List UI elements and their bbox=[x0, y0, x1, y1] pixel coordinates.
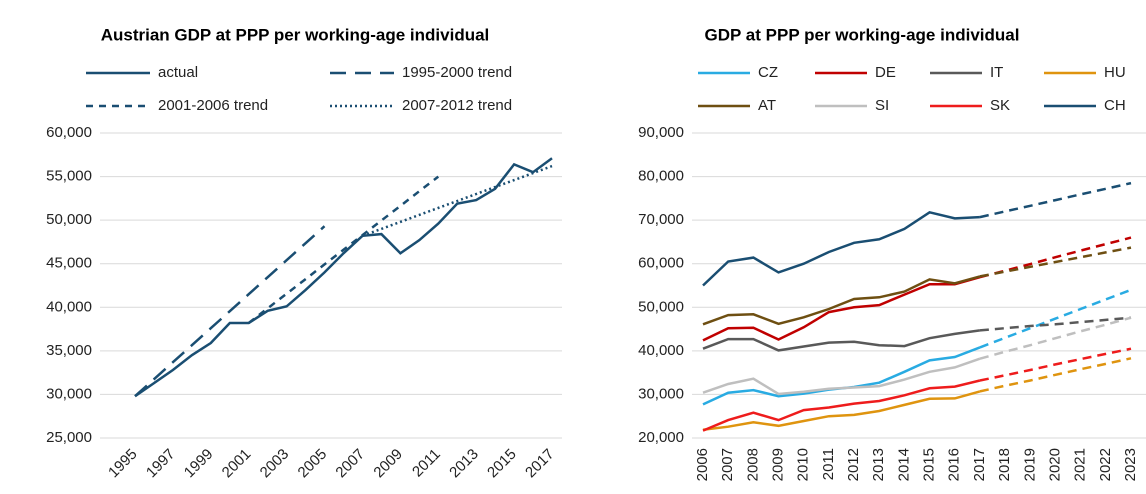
y-tick-label: 50,000 bbox=[638, 298, 684, 315]
y-tick-label: 45,000 bbox=[46, 255, 92, 272]
x-tick-label: 2017 bbox=[522, 446, 558, 482]
x-tick-label: 2023 bbox=[1122, 448, 1139, 481]
x-tick-label: 2008 bbox=[744, 448, 761, 481]
x-tick-label: 1997 bbox=[143, 446, 179, 482]
line-series bbox=[979, 316, 1132, 332]
x-tick-label: 2005 bbox=[295, 446, 331, 482]
line-series bbox=[702, 210, 980, 287]
x-tick-label: 1999 bbox=[181, 446, 217, 482]
line-series bbox=[362, 164, 553, 237]
legend-label: HU bbox=[1104, 64, 1126, 81]
line-series bbox=[247, 175, 440, 324]
x-tick-label: 1995 bbox=[105, 446, 141, 482]
x-tick-label: 2006 bbox=[694, 448, 711, 481]
x-tick-label: 2007 bbox=[332, 446, 368, 482]
line-series bbox=[702, 275, 981, 342]
line-series bbox=[979, 347, 1132, 382]
chart-title: GDP at PPP per working-age individual bbox=[705, 25, 1020, 44]
line-series bbox=[134, 225, 326, 398]
line-series bbox=[702, 275, 981, 326]
line-series bbox=[979, 288, 1132, 349]
legend-label: 2007-2012 trend bbox=[402, 97, 512, 114]
x-tick-label: 2009 bbox=[370, 446, 406, 482]
x-tick-label: 2007 bbox=[719, 448, 736, 481]
legend-label: AT bbox=[758, 97, 776, 114]
y-tick-label: 70,000 bbox=[638, 211, 684, 228]
y-tick-label: 50,000 bbox=[46, 211, 92, 228]
x-tick-label: 2012 bbox=[845, 448, 862, 481]
y-tick-label: 30,000 bbox=[638, 385, 684, 402]
x-tick-label: 2013 bbox=[446, 446, 482, 482]
y-tick-label: 30,000 bbox=[46, 385, 92, 402]
y-tick-label: 60,000 bbox=[638, 255, 684, 272]
legend-label: CH bbox=[1104, 97, 1126, 114]
x-tick-label: 2014 bbox=[895, 448, 912, 481]
legend-label: 2001-2006 trend bbox=[158, 97, 268, 114]
y-tick-label: 80,000 bbox=[638, 168, 684, 185]
legend-label: DE bbox=[875, 64, 896, 81]
y-tick-label: 40,000 bbox=[46, 298, 92, 315]
legend-label: 1995-2000 trend bbox=[402, 64, 512, 81]
legend-label: CZ bbox=[758, 64, 778, 81]
x-tick-label: 2018 bbox=[996, 448, 1013, 481]
chart-title: Austrian GDP at PPP per working-age indi… bbox=[101, 25, 490, 44]
y-tick-label: 20,000 bbox=[638, 429, 684, 446]
x-tick-label: 2011 bbox=[409, 446, 444, 481]
x-tick-label: 2017 bbox=[971, 448, 988, 481]
x-tick-label: 2009 bbox=[769, 448, 786, 481]
y-tick-label: 55,000 bbox=[46, 168, 92, 185]
line-series bbox=[979, 316, 1132, 360]
line-series bbox=[979, 236, 1132, 279]
x-tick-label: 2020 bbox=[1046, 448, 1063, 481]
x-tick-label: 2011 bbox=[820, 448, 837, 480]
y-tick-label: 40,000 bbox=[638, 342, 684, 359]
legend-label: SK bbox=[990, 97, 1010, 114]
x-tick-label: 2016 bbox=[946, 448, 963, 481]
line-series bbox=[702, 357, 981, 396]
line-series bbox=[702, 379, 981, 432]
line-series bbox=[702, 329, 981, 352]
x-tick-label: 2019 bbox=[1021, 448, 1038, 481]
y-tick-label: 90,000 bbox=[638, 124, 684, 141]
line-series bbox=[979, 246, 1132, 278]
line-series bbox=[979, 181, 1132, 219]
x-tick-label: 2015 bbox=[921, 448, 938, 481]
x-tick-label: 2022 bbox=[1097, 448, 1114, 481]
x-tick-label: 2015 bbox=[484, 446, 520, 482]
x-tick-label: 2013 bbox=[870, 448, 887, 481]
line-series bbox=[702, 390, 981, 431]
x-tick-label: 2001 bbox=[219, 446, 255, 482]
x-tick-label: 2021 bbox=[1072, 448, 1089, 481]
x-tick-label: 2010 bbox=[795, 448, 812, 481]
line-series bbox=[702, 346, 981, 406]
line-series bbox=[979, 357, 1132, 393]
x-tick-label: 2003 bbox=[257, 446, 293, 482]
legend-label: IT bbox=[990, 64, 1003, 81]
y-tick-label: 25,000 bbox=[46, 429, 92, 446]
line-series bbox=[134, 157, 553, 398]
legend-label: actual bbox=[158, 64, 198, 81]
legend-label: SI bbox=[875, 97, 889, 114]
y-tick-label: 60,000 bbox=[46, 124, 92, 141]
y-tick-label: 35,000 bbox=[46, 342, 92, 359]
